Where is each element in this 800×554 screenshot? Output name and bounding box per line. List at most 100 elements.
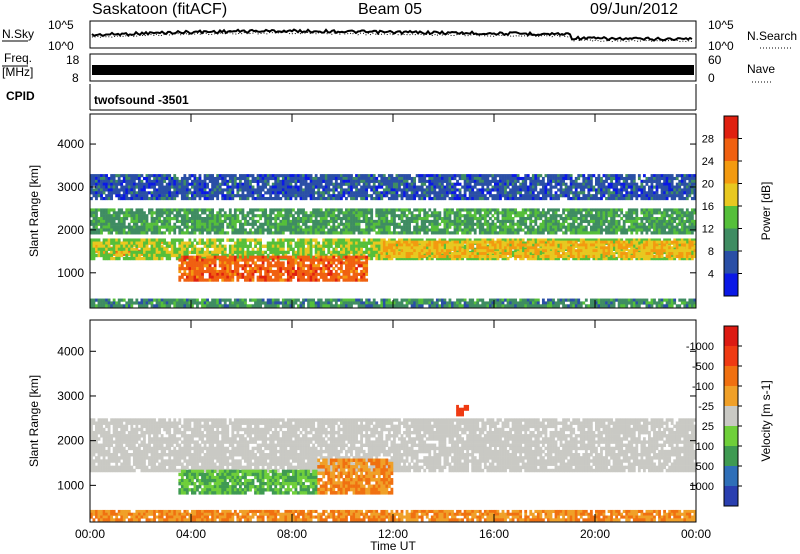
data-cell (342, 211, 346, 215)
data-cell (261, 275, 265, 279)
data-cell (211, 261, 215, 265)
data-cell (168, 250, 172, 255)
data-cell (418, 256, 422, 261)
data-cell (339, 269, 343, 274)
data-cell (92, 241, 96, 245)
data-cell (539, 250, 543, 255)
data-cell (276, 241, 280, 245)
data-cell (461, 240, 464, 244)
data-cell (544, 217, 548, 221)
data-cell (334, 219, 338, 224)
data-cell (274, 208, 278, 212)
data-cell (486, 208, 490, 212)
data-cell (526, 217, 530, 221)
data-cell (559, 228, 563, 232)
data-cell (140, 185, 144, 189)
data-cell (279, 225, 283, 229)
data-cell (345, 267, 348, 271)
data-cell (342, 269, 346, 274)
data-cell (648, 256, 651, 261)
data-cell (276, 247, 280, 252)
data-cell (370, 208, 374, 212)
data-cell (185, 211, 189, 215)
data-cell (143, 231, 146, 235)
data-cell (100, 211, 103, 215)
data-cell (158, 208, 161, 212)
data-cell (127, 174, 131, 178)
data-cell (218, 258, 222, 262)
data-cell (246, 250, 250, 255)
data-cell (122, 188, 126, 192)
data-cell (127, 188, 131, 192)
data-cell (269, 278, 273, 282)
data-cell (607, 211, 611, 215)
data-cell (327, 258, 331, 262)
data-cell (261, 267, 265, 271)
data-cell (541, 231, 545, 235)
data-cell (332, 214, 336, 218)
data-cell (180, 255, 184, 259)
noise-left-tick-bottom: 10^0 (48, 39, 74, 53)
data-cell (658, 228, 661, 232)
data-cell (584, 253, 588, 258)
data-cell (577, 238, 581, 242)
data-cell (206, 255, 209, 259)
data-cell (137, 174, 141, 178)
data-cell (673, 217, 677, 221)
data-cell (544, 214, 548, 218)
data-cell (418, 211, 422, 215)
data-cell (271, 244, 275, 248)
data-cell (304, 253, 308, 258)
data-cell (158, 188, 161, 192)
data-cell (595, 252, 598, 256)
data-cell (693, 240, 697, 244)
data-cell (244, 214, 247, 218)
data-cell (400, 208, 404, 212)
data-cell (466, 241, 470, 245)
data-cell (355, 253, 358, 258)
data-cell (675, 240, 679, 244)
data-cell (276, 261, 280, 265)
data-cell (178, 244, 182, 248)
data-cell (168, 185, 172, 189)
data-cell (448, 219, 452, 224)
data-cell (347, 208, 351, 212)
data-cell (496, 240, 500, 244)
data-cell (471, 208, 475, 212)
data-cell (443, 214, 447, 218)
data-cell (405, 231, 409, 235)
data-cell (665, 225, 669, 229)
data-cell (584, 225, 588, 229)
data-cell (620, 256, 624, 261)
data-cell (488, 225, 492, 229)
data-cell (385, 219, 389, 224)
data-cell (440, 249, 444, 253)
data-cell (309, 211, 313, 215)
data-cell (504, 238, 507, 242)
data-cell (105, 219, 108, 224)
data-cell (549, 256, 553, 261)
data-cell (443, 225, 447, 229)
data-cell (132, 238, 136, 242)
data-cell (589, 243, 593, 247)
data-cell (461, 256, 464, 261)
data-cell (203, 278, 207, 282)
data-cell (491, 238, 495, 242)
data-cell (221, 250, 225, 255)
data-cell (289, 267, 293, 271)
data-cell (244, 264, 247, 268)
data-cell (387, 243, 391, 247)
data-cell (577, 217, 581, 221)
data-cell (251, 211, 255, 215)
data-cell (180, 250, 184, 255)
data-cell (201, 258, 204, 262)
data-cell (140, 247, 144, 252)
data-cell (385, 256, 389, 261)
data-cell (595, 231, 598, 235)
data-cell (317, 219, 321, 224)
data-cell (501, 238, 505, 242)
data-cell (107, 219, 111, 224)
data-cell (541, 211, 545, 215)
data-cell (170, 211, 174, 215)
data-cell (297, 219, 300, 224)
